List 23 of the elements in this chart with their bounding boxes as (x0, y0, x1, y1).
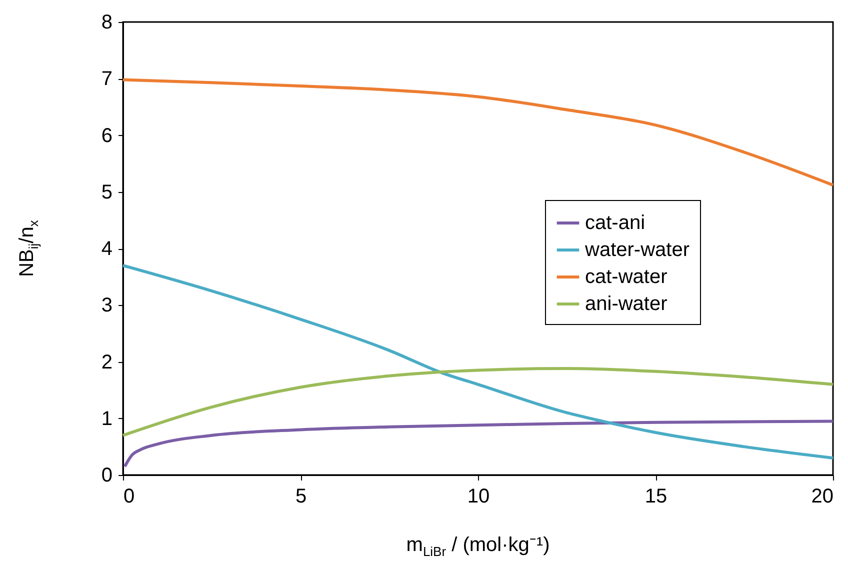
y-tick-label: 8 (101, 12, 112, 34)
legend-label: cat-water (585, 266, 668, 288)
y-tick-label: 4 (101, 238, 112, 260)
y-tick-label: 3 (101, 294, 112, 317)
y-tick-label: 1 (101, 408, 112, 430)
x-axis-title: m$_{LiBr}$ / (mol·kg⁻¹) (405, 533, 551, 559)
y-tick-label: 6 (101, 124, 112, 147)
legend-label: water-water (584, 239, 690, 261)
x-tick-label: 20 (811, 486, 834, 508)
legend-label: ani-water (585, 293, 668, 315)
x-tick-label: 5 (295, 486, 307, 508)
y-tick-label: 5 (101, 181, 112, 204)
legend-label: cat-ani (585, 212, 646, 234)
x-tick-label: 0 (124, 486, 135, 508)
x-tick-label: 10 (467, 486, 490, 508)
line-series (122, 78, 834, 187)
y-tick-label: 2 (101, 351, 112, 374)
line-series (122, 367, 834, 437)
line-series (123, 420, 834, 468)
line-series (122, 264, 834, 460)
x-tick-label: 15 (644, 486, 668, 508)
y-tick-label: 0 (101, 464, 112, 486)
y-tick-label: 7 (101, 68, 112, 90)
